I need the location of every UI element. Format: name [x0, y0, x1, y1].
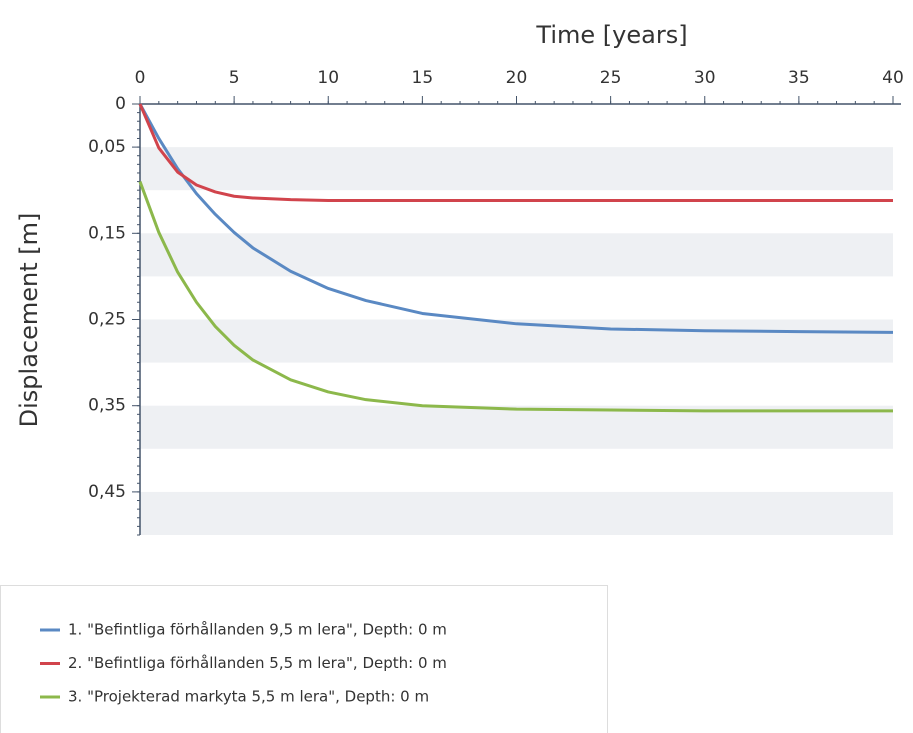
x-tick-label: 15	[412, 68, 434, 88]
x-axis-title: Time [years]	[535, 21, 687, 49]
legend-box	[0, 585, 608, 733]
y-tick-label: 0,25	[88, 310, 126, 330]
band	[140, 319, 893, 363]
y-tick-label: 0,05	[88, 137, 126, 157]
legend-label: 1. "Befintliga förhållanden 9,5 m lera",…	[68, 621, 447, 639]
x-tick-label: 30	[694, 68, 716, 88]
x-tick-label: 20	[506, 68, 528, 88]
y-axis-title: Displacement [m]	[15, 213, 43, 428]
series-line	[138, 181, 893, 413]
legend-label: 3. "Projekterad markyta 5,5 m lera", Dep…	[68, 688, 429, 706]
y-tick-label: 0	[115, 94, 126, 114]
series-line	[138, 103, 894, 334]
y-tick-label: 0,15	[88, 223, 126, 243]
y-tick-label: 0,35	[88, 396, 126, 416]
y-tick-label: 0,45	[88, 482, 126, 502]
series-line	[138, 103, 893, 203]
x-tick-label: 35	[788, 68, 810, 88]
x-tick-label: 0	[135, 68, 146, 88]
x-tick-label: 40	[882, 68, 904, 88]
x-tick-label: 10	[317, 68, 339, 88]
band	[140, 147, 893, 191]
legend-label: 2. "Befintliga förhållanden 5,5 m lera",…	[68, 654, 447, 672]
band	[140, 491, 893, 535]
band	[140, 233, 893, 277]
band	[140, 405, 893, 449]
x-tick-label: 5	[229, 68, 240, 88]
x-tick-label: 25	[600, 68, 622, 88]
